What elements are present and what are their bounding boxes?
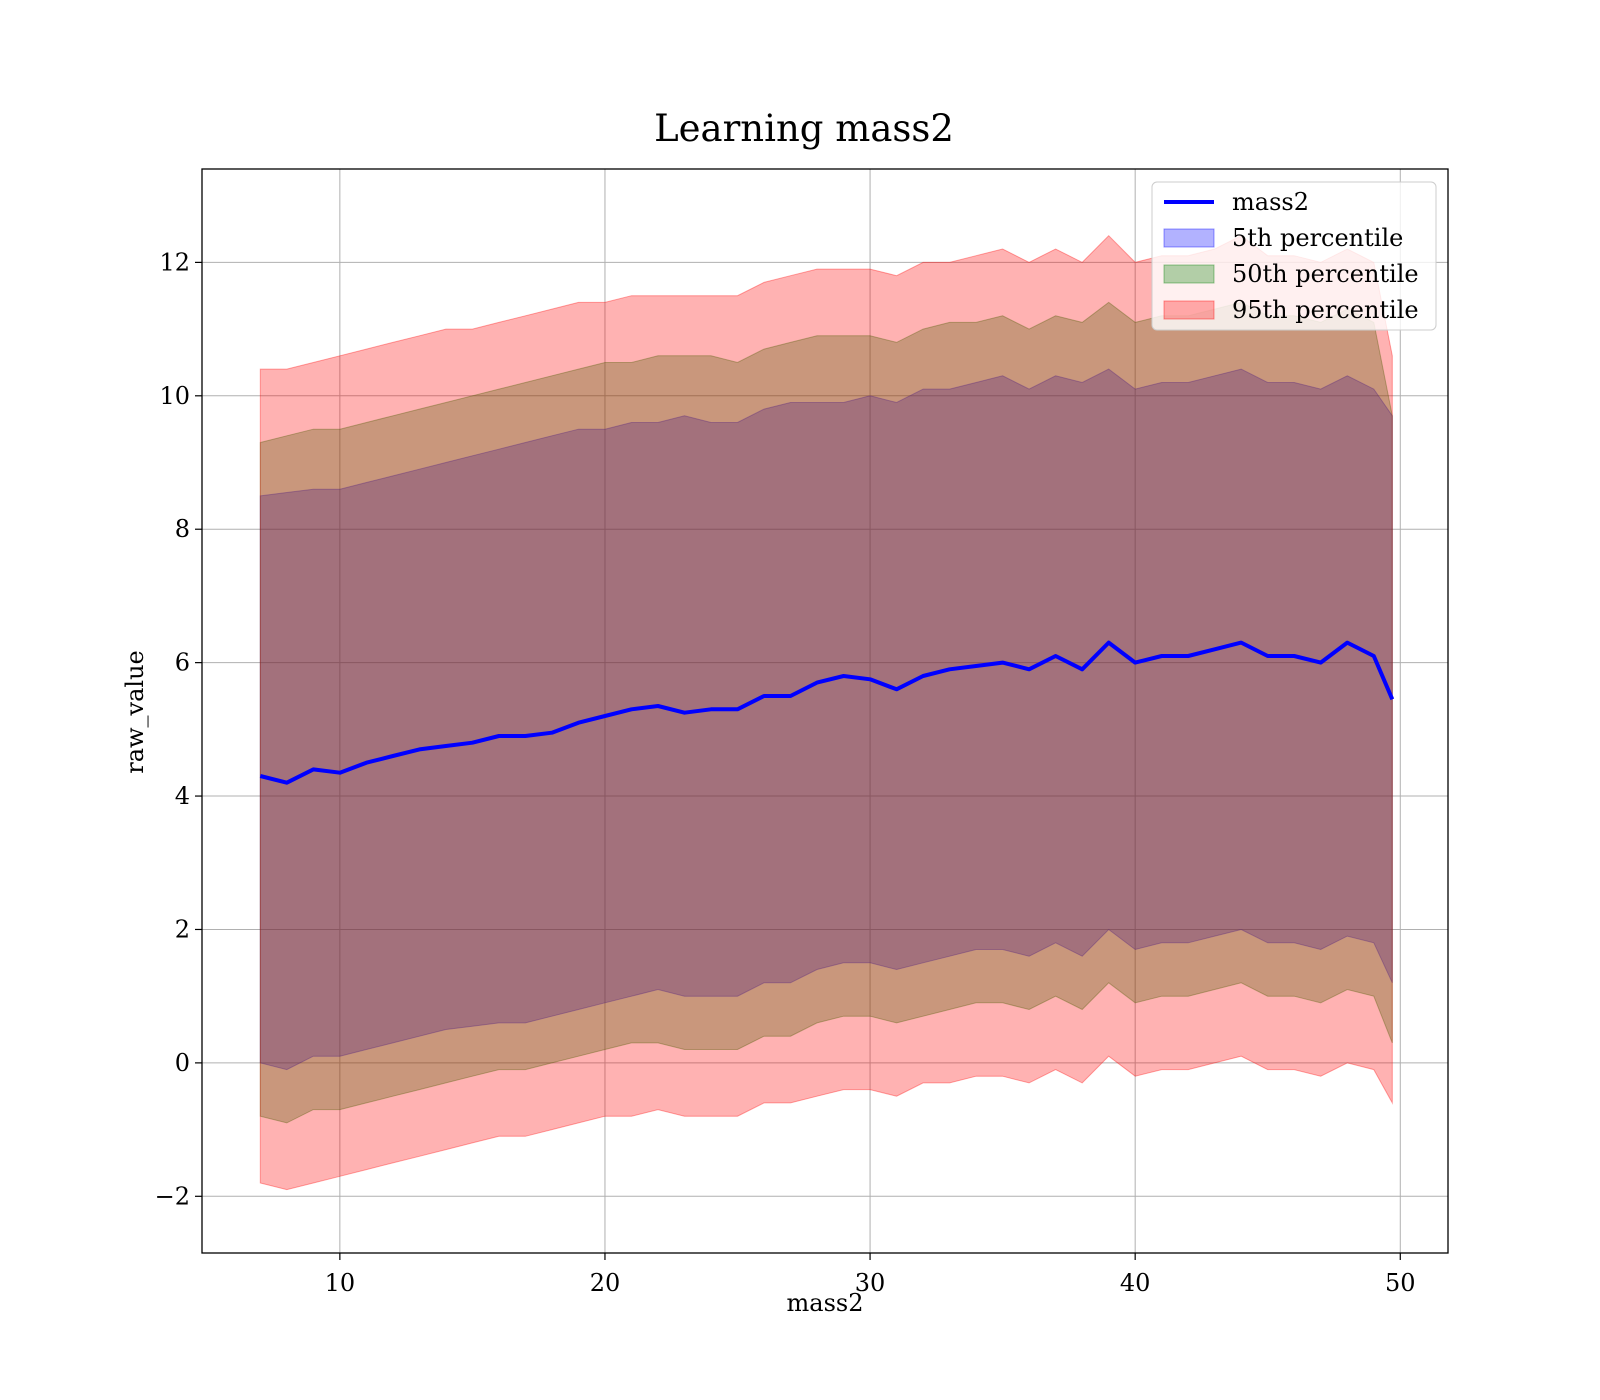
legend-swatch [1163,300,1215,320]
y-axis-label: raw_value [121,650,149,774]
percentile-bands [259,234,1393,1191]
legend-label: 95th percentile [1232,296,1419,324]
x-tick-label: 50 [1385,1269,1416,1297]
band-95th-percentile [259,234,1393,1191]
legend-label: 50th percentile [1232,260,1419,288]
x-axis-ticks: 10 20 30 40 50 [325,1253,1416,1297]
band-50th-percentile [259,301,1393,1124]
y-tick-label: 0 [175,1049,190,1077]
band-5th-percentile [259,368,1393,1071]
y-tick-label: 6 [175,649,190,677]
y-tick-label: 12 [159,248,190,276]
plot-area [201,168,1449,1254]
chart-title: Learning mass2 [654,107,954,150]
legend-label: mass2 [1232,188,1309,216]
legend-label: 5th percentile [1232,224,1403,252]
axes-frame [201,168,1449,1254]
legend: mass2 5th percentile 50th percentile 95th p… [1151,181,1437,331]
x-tick-label: 10 [325,1269,356,1297]
y-tick-label: 8 [175,515,190,543]
y-axis-ticks: −2 0 2 4 6 8 10 12 [155,248,202,1210]
y-tick-label: 4 [175,782,190,810]
y-tick-label: 2 [175,915,190,943]
x-tick-label: 30 [855,1269,886,1297]
series-lines [259,640,1395,785]
series-line-mass2 [259,640,1395,785]
legend-swatch [1163,264,1215,284]
x-axis-label: mass2 [787,1289,864,1317]
y-tick-label: 10 [159,382,190,410]
legend-box [1151,181,1437,331]
grid [202,169,1448,1253]
x-tick-label: 20 [590,1269,621,1297]
legend-swatch [1163,228,1215,248]
x-tick-label: 40 [1120,1269,1151,1297]
y-tick-label: −2 [155,1182,190,1210]
